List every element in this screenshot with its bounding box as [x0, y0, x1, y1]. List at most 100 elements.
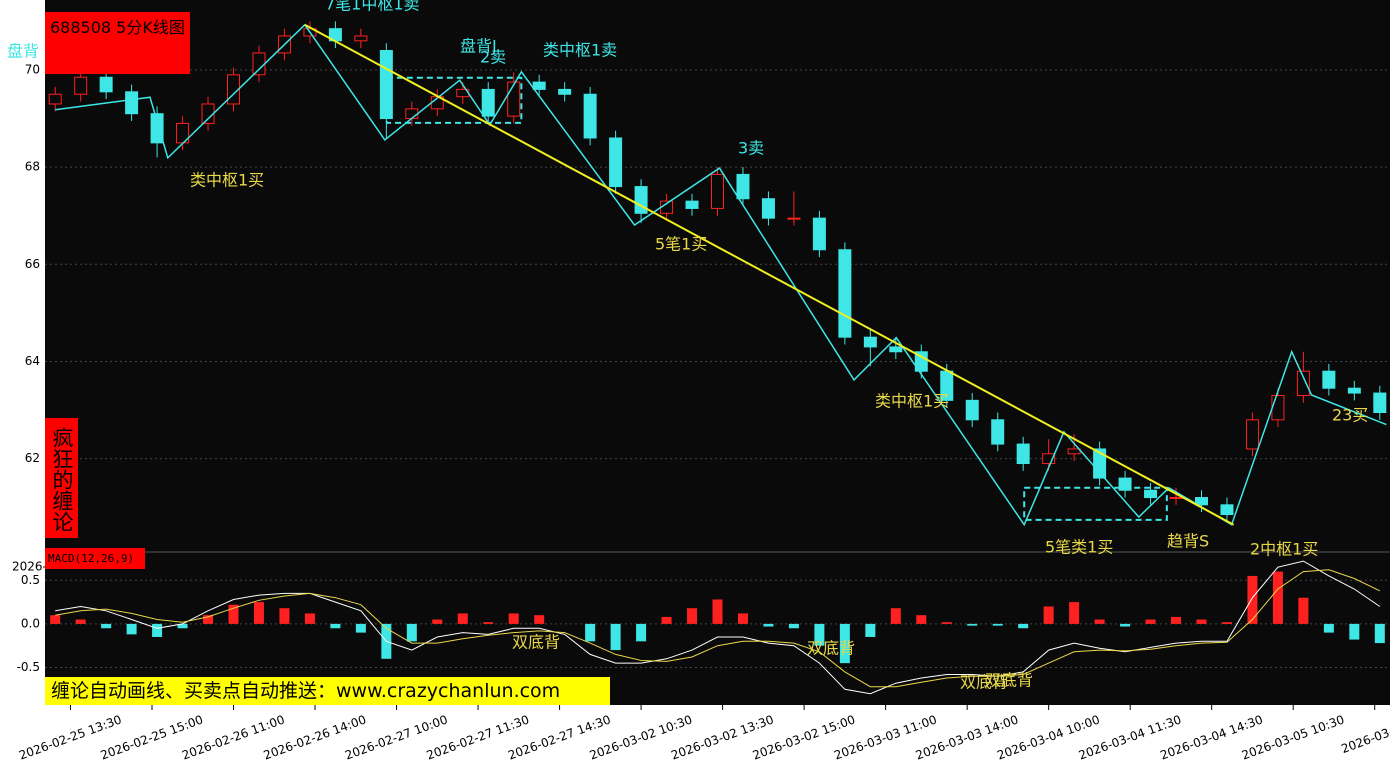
candle-body — [558, 88, 572, 95]
annotation: 类中枢1卖 — [543, 41, 617, 60]
macd-bar — [1298, 597, 1309, 624]
candle-body — [736, 173, 750, 200]
candle-body — [532, 81, 546, 90]
dea-line — [55, 569, 1381, 688]
macd-bar — [865, 623, 876, 637]
macd-bar — [101, 623, 112, 629]
macd-bar — [788, 623, 799, 629]
candle-body — [252, 52, 266, 76]
candle-body — [99, 76, 113, 93]
candle-body — [507, 81, 521, 117]
annotation: 双底背 — [512, 633, 560, 652]
candle-body — [1271, 394, 1285, 421]
macd-bar — [890, 608, 901, 624]
annotation: 盘背J — [460, 37, 497, 56]
candle-body — [74, 76, 88, 95]
macd-bar — [152, 623, 163, 637]
macd-bar — [228, 604, 239, 624]
candle-body — [1169, 497, 1183, 500]
macd-bar — [967, 623, 978, 626]
candle-body — [914, 351, 928, 372]
annotation: 类中枢1买 — [190, 171, 264, 190]
macd-bar — [1094, 619, 1105, 624]
macd-bar — [712, 599, 723, 624]
candle-body — [863, 336, 877, 348]
candle-body — [1373, 392, 1387, 413]
macd-bar — [610, 623, 621, 651]
candle-body — [150, 113, 164, 144]
macd-bar — [1374, 623, 1385, 644]
macd-bar — [1196, 619, 1207, 624]
annotation: 类中枢1买 — [875, 392, 949, 411]
dif-line — [55, 560, 1381, 695]
candle-body — [761, 198, 775, 219]
candle-body — [125, 91, 139, 115]
candle-body — [354, 35, 368, 42]
chart-title: 688508 5分K线图 — [45, 12, 190, 74]
annotation: 盘背 — [7, 42, 39, 61]
macd-bar — [1221, 622, 1232, 624]
macd-bar — [916, 615, 927, 624]
candle-body — [609, 137, 623, 188]
y-tick-label: -0.5 — [17, 660, 40, 674]
candle-body — [379, 50, 393, 120]
y-tick-label: 0.0 — [21, 616, 40, 630]
macd-bar — [1018, 623, 1029, 629]
macd-bar — [1145, 619, 1156, 624]
annotation: 5笔1买 — [655, 235, 707, 254]
candle-body — [1322, 370, 1336, 389]
candle-body — [1118, 477, 1132, 491]
macd-bar — [1120, 623, 1131, 627]
annotation: 23买 — [1332, 406, 1368, 425]
candle-body — [991, 419, 1005, 445]
banner: 缠论自动画线、买卖点自动推送：www.crazychanlun.com — [45, 677, 610, 705]
macd-bar — [1171, 616, 1182, 624]
macd-bar — [253, 602, 264, 624]
annotation: 双底背 — [960, 673, 1008, 692]
candle-body — [1194, 497, 1208, 506]
macd-bar — [992, 623, 1003, 626]
macd-bar — [1349, 623, 1360, 640]
macd-bar — [941, 622, 952, 624]
candle-body — [481, 88, 495, 117]
y-tick-label: 66 — [25, 257, 40, 271]
candle-body — [1144, 489, 1158, 499]
plot-background — [45, 0, 1390, 705]
candle-body — [1016, 443, 1030, 465]
candle-body — [889, 346, 903, 353]
pivot-box — [1023, 486, 1168, 521]
annotation: 3卖 — [738, 139, 764, 158]
macd-bar — [177, 623, 188, 629]
candle-body — [1220, 504, 1234, 516]
macd-bar — [304, 613, 315, 624]
macd-bar — [75, 619, 86, 624]
candle-body — [1245, 419, 1259, 450]
macd-bar — [763, 623, 774, 627]
macd-bar — [50, 615, 61, 624]
macd-bar — [432, 619, 443, 624]
macd-bar — [1069, 602, 1080, 624]
macd-bar — [330, 623, 341, 629]
y-tick-label: 68 — [25, 160, 40, 174]
candle-body — [685, 200, 699, 209]
candle-body — [787, 217, 801, 220]
candle-body — [965, 399, 979, 421]
macd-bar — [534, 615, 545, 624]
side-label: 疯狂的缠论 — [45, 418, 78, 538]
macd-bar — [355, 623, 366, 633]
macd-bar — [203, 615, 214, 624]
macd-title: MACD(12,26,9) — [45, 548, 145, 569]
candle-body — [1296, 370, 1310, 396]
macd-bar — [814, 623, 825, 646]
y-tick-label: 70 — [25, 62, 40, 76]
candle-body — [48, 93, 62, 105]
macd-bar — [1043, 606, 1054, 624]
candle-body — [812, 217, 826, 251]
annotation: 双底背 — [985, 671, 1033, 690]
annotation: 趋背S — [1167, 532, 1209, 551]
macd-bar — [839, 623, 850, 664]
macd-bar — [508, 613, 519, 624]
annotation: 7笔1中枢1卖 — [325, 0, 420, 14]
